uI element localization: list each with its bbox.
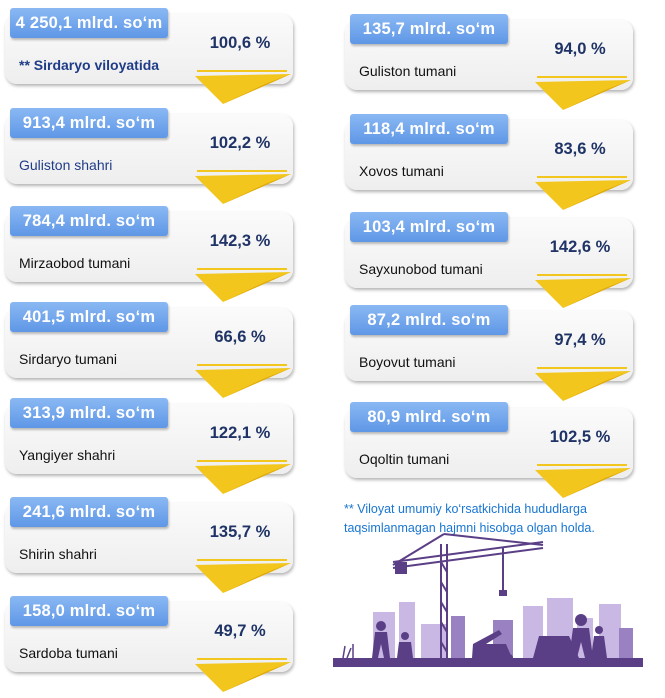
card-region-name: Sayxunobod tumani (359, 261, 483, 277)
card-shirin-shahri: 241,6 mlrd. so‘m Shirin shahri 135,7 % (5, 497, 295, 593)
card-percent: 94,0 % (554, 40, 606, 58)
card-region-name: Xovos tumani (359, 163, 444, 179)
yellow-line (197, 559, 287, 561)
card-region-name: Sirdaryo tumani (19, 351, 118, 367)
card-value: 80,9 mlrd. so‘m (350, 402, 508, 432)
yellow-ribbon-icon (195, 464, 291, 494)
card-percent: 100,6 % (209, 34, 271, 52)
yellow-ribbon-icon (535, 371, 631, 401)
card-percent: 102,2 % (209, 134, 271, 152)
card-value: 241,6 mlrd. so‘m (10, 497, 168, 527)
card-percent: 97,4 % (554, 331, 606, 349)
card-boyovut-tumani: 87,2 mlrd. so‘m Boyovut tumani 97,4 % (345, 305, 635, 401)
yellow-line (537, 76, 627, 78)
yellow-line (197, 70, 287, 72)
yellow-line (197, 364, 287, 366)
card-value: 158,0 mlrd. so‘m (10, 596, 168, 626)
yellow-ribbon-icon (535, 180, 631, 210)
card-sayxunobod-tumani: 103,4 mlrd. so‘m Sayxunobod tumani 142,6… (345, 212, 635, 308)
card-region-name: Mirzaobod tumani (19, 255, 131, 271)
yellow-line (197, 460, 287, 462)
card-value: 135,7 mlrd. so‘m (350, 14, 508, 44)
card-region-name: Yangiyer shahri (19, 447, 116, 463)
card-percent: 49,7 % (214, 622, 266, 640)
card-region-name: Oqoltin tumani (359, 451, 450, 467)
yellow-ribbon-icon (195, 74, 291, 104)
yellow-ribbon-icon (535, 468, 631, 498)
card-percent: 83,6 % (554, 140, 606, 158)
card-value: 784,4 mlrd. so‘m (10, 206, 168, 236)
yellow-ribbon-icon (195, 662, 291, 692)
card-percent: 135,7 % (209, 523, 271, 541)
yellow-line (197, 170, 287, 172)
yellow-line (537, 176, 627, 178)
card-sirdaryo-tumani: 401,5 mlrd. so‘m Sirdaryo tumani 66,6 % (5, 302, 295, 398)
card-oqoltin-tumani: 80,9 mlrd. so‘m Oqoltin tumani 102,5 % (345, 402, 635, 498)
card-sirdaryo-viloyatida: 4 250,1 mlrd. so‘m ** Sirdaryo viloyatid… (5, 8, 295, 104)
card-region-name: Guliston shahri (19, 157, 113, 173)
yellow-ribbon-icon (195, 174, 291, 204)
card-region-name: Boyovut tumani (359, 354, 456, 370)
card-yangiyer-shahri: 313,9 mlrd. so‘m Yangiyer shahri 122,1 % (5, 398, 295, 494)
yellow-ribbon-icon (195, 563, 291, 593)
card-percent: 122,1 % (209, 424, 271, 442)
card-value: 4 250,1 mlrd. so‘m (10, 8, 168, 38)
card-xovos-tumani: 118,4 mlrd. so‘m Xovos tumani 83,6 % (345, 114, 635, 210)
card-value: 401,5 mlrd. so‘m (10, 302, 168, 332)
card-percent: 102,5 % (549, 428, 611, 446)
card-value: 87,2 mlrd. so‘m (350, 305, 508, 335)
card-region-name: Shirin shahri (19, 546, 97, 562)
card-region-name: ** Sirdaryo viloyatida (19, 57, 160, 73)
footnote: ** Viloyat umumiy ko‘rsatkichida hududla… (344, 502, 595, 535)
yellow-line (537, 464, 627, 466)
card-value: 103,4 mlrd. so‘m (350, 212, 508, 242)
card-guliston-tumani: 135,7 mlrd. so‘m Guliston tumani 94,0 % (345, 14, 635, 110)
card-mirzaobod-tumani: 784,4 mlrd. so‘m Mirzaobod tumani 142,3 … (5, 206, 295, 302)
yellow-line (197, 268, 287, 270)
construction-silhouette-icon (333, 533, 643, 667)
card-guliston-shahri: 913,4 mlrd. so‘m Guliston shahri 102,2 % (5, 108, 295, 204)
yellow-line (537, 274, 627, 276)
yellow-ribbon-icon (195, 272, 291, 302)
yellow-ribbon-icon (195, 368, 291, 398)
yellow-line (197, 658, 287, 660)
card-value: 913,4 mlrd. so‘m (10, 108, 168, 138)
card-value: 313,9 mlrd. so‘m (10, 398, 168, 428)
yellow-ribbon-icon (535, 80, 631, 110)
card-region-name: Sardoba tumani (19, 645, 118, 661)
card-sardoba-tumani: 158,0 mlrd. so‘m Sardoba tumani 49,7 % (5, 596, 295, 692)
yellow-line (537, 367, 627, 369)
card-value: 118,4 mlrd. so‘m (350, 114, 508, 144)
card-region-name: Guliston tumani (359, 63, 457, 79)
card-percent: 66,6 % (214, 328, 266, 346)
yellow-ribbon-icon (535, 278, 631, 308)
card-percent: 142,3 % (209, 232, 271, 250)
card-percent: 142,6 % (549, 238, 611, 256)
